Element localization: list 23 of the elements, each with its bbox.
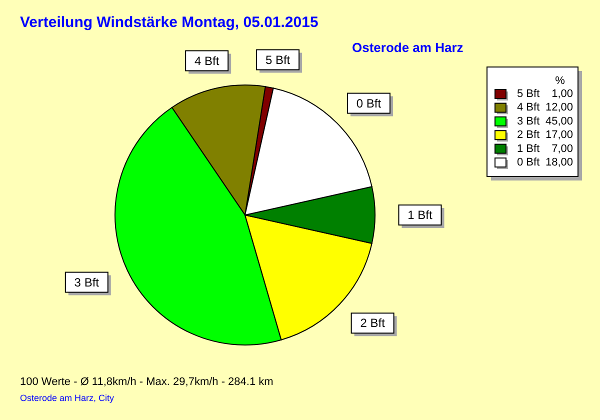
slice-label: 3 Bft <box>74 275 100 290</box>
data-label: 12,00 <box>545 102 573 114</box>
legend-label: 5 Bft <box>517 88 540 100</box>
slice-label: 4 Bft <box>194 54 220 68</box>
legend-label: 1 Bft <box>517 142 540 155</box>
chart-title: Verteilung Windstärke Montag, 05.01.2015 <box>20 14 318 31</box>
data-label: 18,00 <box>545 156 573 168</box>
data-label: 7,00 <box>552 142 573 155</box>
data-label: 1,00 <box>552 88 573 100</box>
data-label: 45,00 <box>545 115 573 128</box>
slice-label: 2 Bft <box>360 316 386 330</box>
slice-label: 5 Bft <box>265 52 291 67</box>
data-label: 17,00 <box>545 129 573 142</box>
chart-subtitle: Osterode am Harz <box>352 40 464 55</box>
legend-label: 2 Bft <box>517 129 540 142</box>
text: 100 Werte - Ø 11,8km/h - Max. 29,7km/h - 284.1 km <box>20 376 274 388</box>
legend-label: 4 Bft <box>517 102 540 114</box>
legend-label: 3 Bft <box>517 115 540 128</box>
text: Osterode am Harz, City <box>20 393 115 403</box>
legend-title: % <box>555 75 566 87</box>
legend-label: 0 Bft <box>517 156 540 168</box>
slice-label: 0 Bft <box>356 96 382 110</box>
slice-label: 1 Bft <box>408 208 433 222</box>
